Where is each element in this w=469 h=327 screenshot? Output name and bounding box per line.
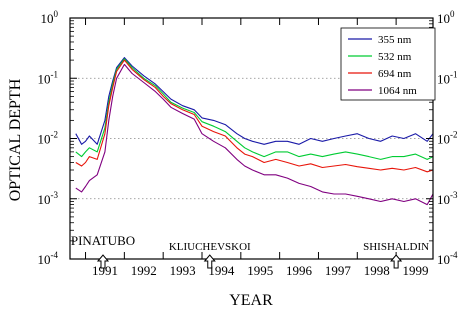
x-tick-label: 1993 [170,263,196,278]
y-axis-label: OPTICAL DEPTH [7,78,24,201]
annotation-label: SHISHALDIN [363,241,429,253]
y-tick-label: 10-1 [38,69,59,86]
y-tick-label: 100 [437,9,455,26]
y-tick-label: 10-2 [38,130,59,147]
legend: 355 nm 532 nm 694 nm 1064 nm [340,27,436,101]
series-line [75,59,434,173]
series-layer [75,57,434,206]
volcano-annotations: PINATUBO KLIUCHEVSKOI SHISHALDIN [71,233,429,269]
y-tick-label: 10-4 [38,250,59,267]
grid-lines [70,77,433,200]
x-tick-label: 1999 [403,263,429,278]
legend-items: 355 nm 532 nm 694 nm 1064 nm [348,34,417,97]
y-tick-label: 10-2 [437,130,458,147]
x-tick-label: 1995 [247,263,273,278]
x-tick-label: 1994 [208,263,235,278]
series-line [75,57,434,145]
y-tick-label: 100 [41,9,59,26]
annotation-label: PINATUBO [71,233,135,248]
legend-label: 694 nm [378,68,412,80]
x-axis-label: YEAR [229,292,273,309]
series-line [75,58,434,160]
x-tick-label: 1992 [131,263,157,278]
legend-label: 355 nm [378,34,412,46]
x-tick-label: 1991 [92,263,118,278]
y-tick-label: 10-1 [437,69,458,86]
y-tick-label: 10-3 [437,190,458,207]
x-axis-ticks: 1991 1992 1993 1994 1995 1996 1997 1998 1999 [85,18,429,278]
x-tick-label: 1998 [364,263,390,278]
legend-label: 532 nm [378,51,412,63]
annotation-arrow [96,254,110,269]
legend-label: 1064 nm [378,85,417,97]
annotation-label: KLIUCHEVSKOI [169,241,251,253]
x-tick-label: 1997 [325,263,352,278]
x-tick-label: 1996 [286,263,313,278]
legend-box [340,27,436,101]
y-tick-label: 10-3 [38,190,59,207]
annotation-arrow [390,254,403,269]
annotation-arrow [203,254,216,269]
series-line [75,63,434,206]
y-tick-label: 10-4 [437,250,458,267]
